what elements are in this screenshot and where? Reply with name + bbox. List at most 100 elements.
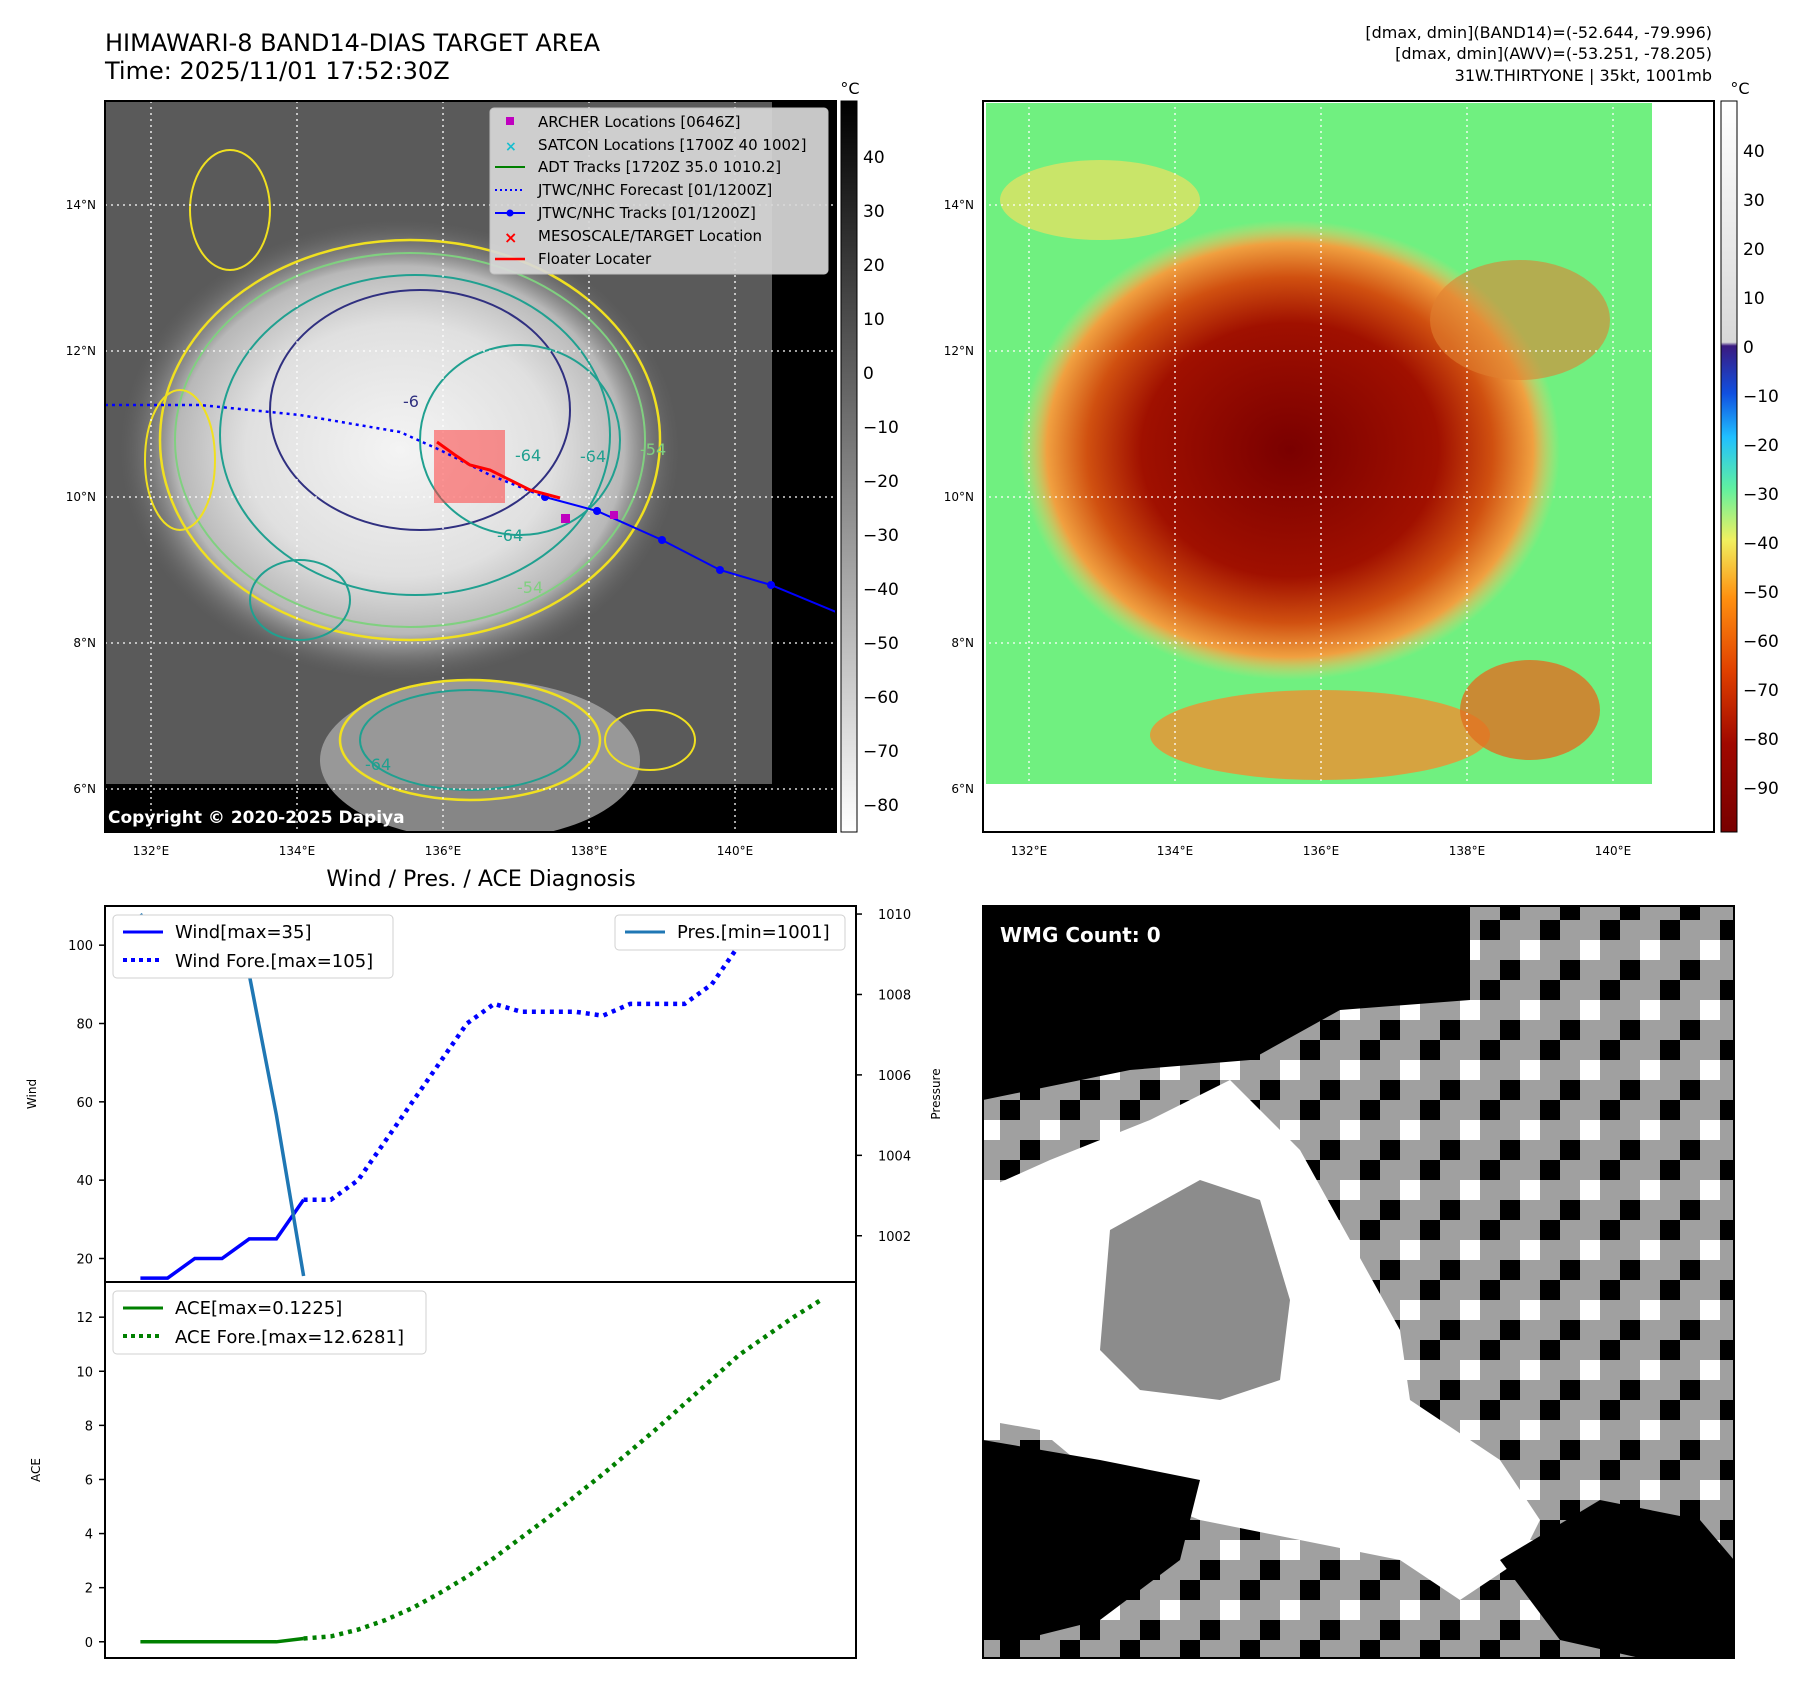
contour-label: -54 xyxy=(517,578,543,597)
svg-text:30: 30 xyxy=(1743,191,1765,211)
wind-ytick-label: 60 xyxy=(76,1096,93,1111)
contour-label: -54 xyxy=(640,440,666,459)
legend-label: Wind Fore.[max=105] xyxy=(175,951,373,972)
map-legend: ARCHER Locations [0646Z] × SATCON Locati… xyxy=(490,108,828,274)
colorbar-unit: °C xyxy=(1730,79,1749,98)
lon-tick: 138°E xyxy=(1449,844,1486,858)
awv-map-panel: 132°E 134°E 136°E 138°E 140°E 14°N 12°N … xyxy=(944,79,1779,858)
lat-tick: 14°N xyxy=(66,198,96,212)
ir-colorbar xyxy=(841,101,857,832)
info-line2: [dmax, dmin](AWV)=(-53.251, -78.205) xyxy=(1395,44,1712,63)
svg-text:−90: −90 xyxy=(1743,779,1779,799)
ace-ytick-label: 4 xyxy=(85,1528,93,1543)
pressure-ytick-label: 1008 xyxy=(878,988,911,1003)
svg-text:−70: −70 xyxy=(863,742,899,762)
ace-chart: 0 2 4 6 8 10 12 ACE ACE[max=0.1225] ACE Fore.[… xyxy=(29,1282,856,1658)
legend-label: ARCHER Locations [0646Z] xyxy=(538,113,741,131)
lat-tick: 10°N xyxy=(66,490,96,504)
wind-ytick-label: 100 xyxy=(68,939,93,954)
lat-tick: 8°N xyxy=(951,636,974,650)
ace-ytick-label: 10 xyxy=(76,1365,93,1380)
legend-label: ACE[max=0.1225] xyxy=(175,1298,342,1319)
wind-ytick-label: 40 xyxy=(76,1174,93,1189)
lon-tick: 136°E xyxy=(1303,844,1340,858)
ir-colorbar-ticks: 40 30 20 10 0 −10 −20 −30 −40 −50 −60 −7… xyxy=(863,148,899,816)
svg-text:0: 0 xyxy=(863,364,874,384)
pressure-ytick-label: 1002 xyxy=(878,1230,911,1245)
legend-label: Wind[max=35] xyxy=(175,922,312,943)
wind-legend: Wind[max=35] Wind Fore.[max=105] xyxy=(113,915,393,978)
svg-text:−20: −20 xyxy=(863,472,899,492)
ace-ytick-label: 8 xyxy=(85,1419,93,1434)
svg-text:20: 20 xyxy=(1743,240,1765,260)
lat-tick: 8°N xyxy=(73,636,96,650)
lon-tick: 140°E xyxy=(717,844,754,858)
svg-text:−50: −50 xyxy=(1743,583,1779,603)
target-legend-icon: × xyxy=(504,228,517,247)
svg-text:−10: −10 xyxy=(863,418,899,438)
contour-label: -64 xyxy=(580,447,606,466)
lon-tick: 138°E xyxy=(571,844,608,858)
ace-axis-label: ACE xyxy=(29,1458,43,1482)
wind-ytick-label: 20 xyxy=(76,1253,93,1268)
pressure-ytick-label: 1010 xyxy=(878,908,911,923)
pressure-ytick-label: 1006 xyxy=(878,1069,911,1084)
svg-text:20: 20 xyxy=(863,256,885,276)
svg-text:−40: −40 xyxy=(863,580,899,600)
archer-legend-icon xyxy=(506,117,514,125)
svg-text:−60: −60 xyxy=(1743,632,1779,652)
lat-tick: 12°N xyxy=(66,344,96,358)
legend-label: SATCON Locations [1700Z 40 1002] xyxy=(538,136,806,154)
colorbar-unit: °C xyxy=(840,79,859,98)
svg-text:10: 10 xyxy=(863,310,885,330)
map-title-line2: Time: 2025/11/01 17:52:30Z xyxy=(104,57,450,85)
ace-legend: ACE[max=0.1225] ACE Fore.[max=12.6281] xyxy=(113,1291,426,1354)
lat-tick: 12°N xyxy=(944,344,974,358)
lon-tick: 136°E xyxy=(425,844,462,858)
wind-ytick-label: 80 xyxy=(76,1018,93,1033)
contour-label: -64 xyxy=(365,755,391,774)
ace-ytick-label: 0 xyxy=(85,1636,93,1651)
lon-tick: 134°E xyxy=(1157,844,1194,858)
target-box xyxy=(434,430,505,503)
pressure-legend: Pres.[min=1001] xyxy=(615,915,845,950)
svg-text:0: 0 xyxy=(1743,338,1754,358)
info-line1: [dmax, dmin](BAND14)=(-52.644, -79.996) xyxy=(1365,23,1712,42)
legend-label: JTWC/NHC Tracks [01/1200Z] xyxy=(537,204,756,222)
contour-label: -64 xyxy=(515,446,541,465)
svg-text:40: 40 xyxy=(863,148,885,168)
wind-axis-label: Wind xyxy=(25,1079,39,1109)
awv-colorbar-ticks: 40 30 20 10 0 −10 −20 −30 −40 −50 −60 −7… xyxy=(1743,142,1779,799)
svg-text:10: 10 xyxy=(1743,289,1765,309)
archer-marker xyxy=(561,514,570,523)
wmg-count-label: WMG Count: 0 xyxy=(1000,923,1161,947)
contour-label: -64 xyxy=(497,526,523,545)
legend-label: Pres.[min=1001] xyxy=(677,922,830,943)
svg-text:−20: −20 xyxy=(1743,436,1779,456)
lat-tick: 10°N xyxy=(944,490,974,504)
lat-tick: 14°N xyxy=(944,198,974,212)
svg-text:30: 30 xyxy=(863,202,885,222)
lat-tick: 6°N xyxy=(73,782,96,796)
ace-ytick-label: 6 xyxy=(85,1473,93,1488)
svg-text:−60: −60 xyxy=(863,688,899,708)
svg-text:40: 40 xyxy=(1743,142,1765,162)
archer-marker xyxy=(610,511,618,519)
ir-map-panel: -64 -64 -64 -54 -54 -64 -6 xyxy=(66,79,899,858)
legend-label: JTWC/NHC Forecast [01/1200Z] xyxy=(537,181,772,199)
legend-label: ACE Fore.[max=12.6281] xyxy=(175,1327,404,1348)
lon-tick: 132°E xyxy=(1011,844,1048,858)
legend-label: ADT Tracks [1720Z 35.0 1010.2] xyxy=(538,158,781,176)
ace-ytick-label: 12 xyxy=(76,1311,93,1326)
ace-ytick-label: 2 xyxy=(85,1582,93,1597)
lat-tick: 6°N xyxy=(951,782,974,796)
legend-label: MESOSCALE/TARGET Location xyxy=(538,227,762,245)
svg-text:−80: −80 xyxy=(1743,730,1779,750)
svg-text:−30: −30 xyxy=(1743,485,1779,505)
svg-text:−50: −50 xyxy=(863,634,899,654)
svg-text:−10: −10 xyxy=(1743,387,1779,407)
awv-colorbar xyxy=(1721,101,1737,832)
